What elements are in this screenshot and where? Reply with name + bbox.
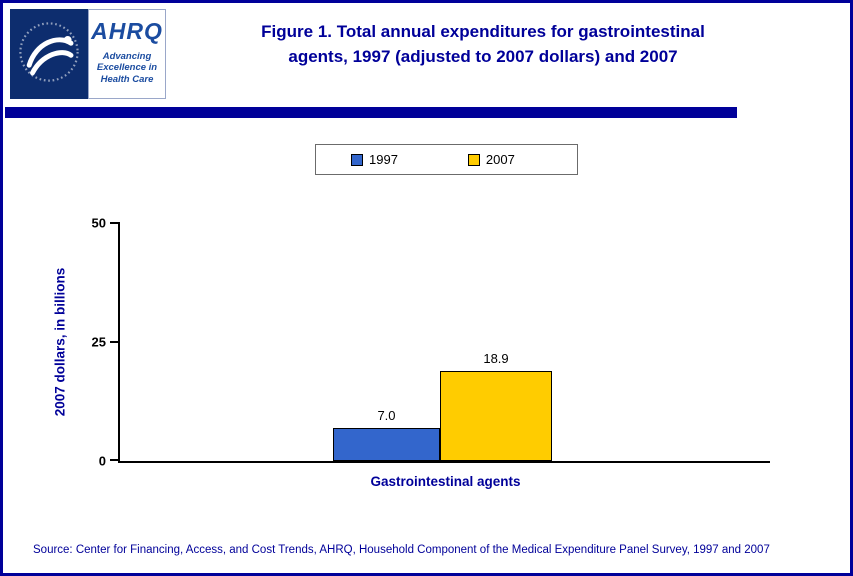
page-title-line2: agents, 1997 (adjusted to 2007 dollars) … <box>288 47 678 66</box>
hhs-eagle-icon <box>16 13 82 96</box>
hhs-logo <box>10 9 88 99</box>
x-axis-title: Gastrointestinal agents <box>370 474 521 489</box>
bar-group-2007: 18.9 <box>440 351 552 461</box>
legend-label-1997: 1997 <box>369 152 398 167</box>
bar-value-label-2007: 18.9 <box>483 351 509 366</box>
y-tick-label-50: 50 <box>91 215 106 231</box>
y-axis-title: 2007 dollars, in billions <box>52 267 68 417</box>
legend-item-2007: 2007 <box>467 152 515 167</box>
source-text: Source: Center for Financing, Access, an… <box>33 544 770 556</box>
page-title: Figure 1. Total annual expenditures for … <box>183 19 783 69</box>
ahrq-tagline-line3: Health Care <box>100 73 154 85</box>
y-tick-label-0: 0 <box>98 453 106 469</box>
y-tick-mark-25 <box>110 341 120 343</box>
bar-2007 <box>440 371 552 461</box>
ahrq-acronym: AHRQ <box>91 18 163 44</box>
header-divider <box>5 107 737 118</box>
plot-area: 50 25 0 7.0 18.9 <box>92 216 770 469</box>
legend-swatch-2007 <box>467 153 480 166</box>
y-tick-mark-50 <box>110 222 120 224</box>
y-tick-mark-0 <box>110 459 120 461</box>
ahrq-tagline-line2: Excellence in <box>96 62 158 74</box>
bar-value-label-1997: 7.0 <box>377 408 396 423</box>
ahrq-tagline: Advancing Excellence in Health Care <box>97 51 157 85</box>
ahrq-tagline-line1: Advancing <box>102 51 152 62</box>
bar-group-1997: 7.0 <box>333 408 440 461</box>
legend-label-2007: 2007 <box>485 152 515 167</box>
legend-swatch-1997 <box>351 153 363 166</box>
chart-legend: 1997 2007 <box>315 144 578 175</box>
ahrq-logo: AHRQ Advancing Excellence in Health Care <box>88 9 166 99</box>
legend-item-1997: 1997 <box>351 152 398 167</box>
page-title-line1: Figure 1. Total annual expenditures for … <box>261 22 705 41</box>
bar-1997 <box>333 428 440 461</box>
y-tick-label-25: 25 <box>91 334 106 350</box>
